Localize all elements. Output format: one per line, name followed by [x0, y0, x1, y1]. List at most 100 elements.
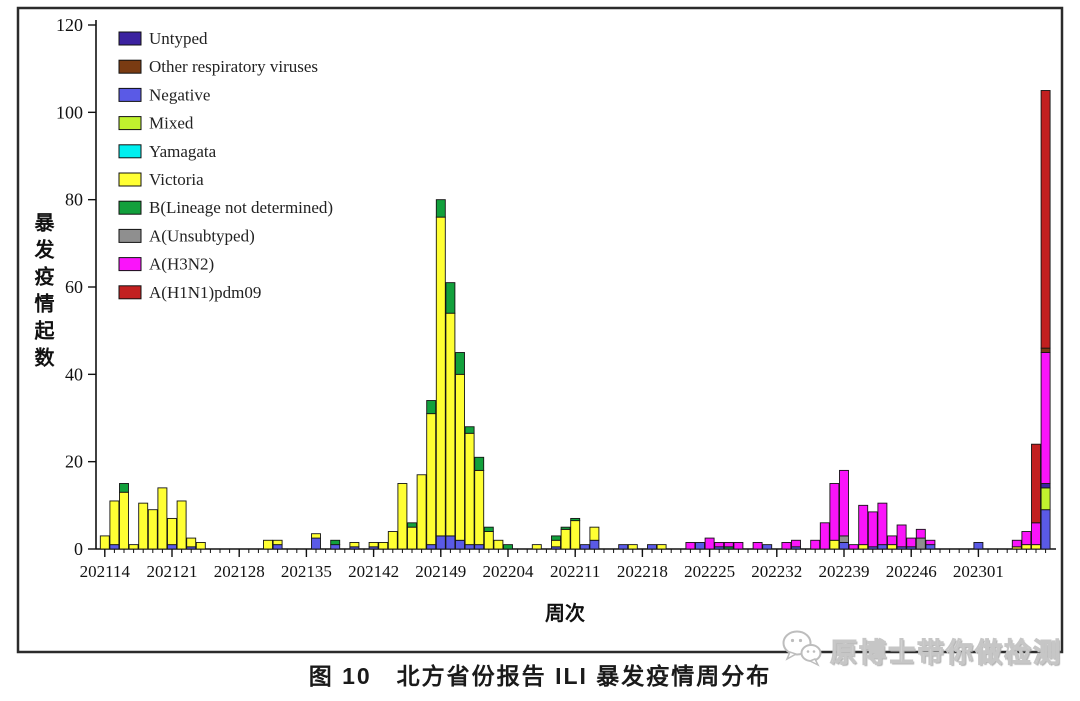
bar-segment-b_lineage-202138	[330, 539, 341, 546]
bar-segment-negative-202213	[589, 539, 600, 550]
x-tick-label: 202114	[80, 562, 131, 581]
y-axis-title: 暴发疫情起数	[31, 212, 53, 374]
legend-label-b_lineage: B(Lineage not determined)	[149, 198, 333, 217]
bar-segment-h3n2-202239	[839, 469, 849, 537]
bar-segment-negative-202301	[973, 542, 984, 550]
bar-segment-victoria-202210	[560, 528, 571, 550]
bar-segment-negative-202136	[311, 537, 321, 550]
legend-label-h1n1pdm09: A(H1N1)pdm09	[149, 283, 261, 302]
bar-segment-h3n2-202228	[733, 542, 744, 550]
bar-segment-victoria-202220	[656, 544, 667, 550]
bar-segment-b_lineage-202151	[455, 352, 465, 375]
legend-label-victoria: Victoria	[149, 170, 204, 189]
bar-segment-victoria-202244	[887, 544, 897, 550]
y-tick-label: 80	[65, 190, 83, 210]
y-tick-label: 0	[74, 539, 83, 559]
bar-segment-b_lineage-202149	[435, 199, 446, 218]
bar-segment-victoria-202201	[474, 469, 485, 546]
bar-segment-h3n2-202243	[877, 502, 888, 546]
x-tick-label: 202301	[953, 562, 1004, 581]
y-tick-label: 60	[65, 277, 83, 297]
bar-segment-victoria-202147	[416, 474, 427, 550]
bar-segment-victoria-202213	[589, 526, 600, 541]
legend-swatch-untyped	[118, 31, 142, 46]
watermark: 原博士带你做检测	[781, 629, 1062, 672]
bar-segment-negative-202201	[474, 544, 485, 550]
bar-segment-h3n2-202226	[714, 542, 725, 548]
bar-segment-h3n2-202230	[752, 542, 763, 550]
y-tick-label: 40	[65, 364, 83, 384]
bar-segment-b_lineage-202116	[119, 483, 129, 493]
bar-segment-h1n1pdm09-202307	[1031, 443, 1041, 524]
bar-segment-b_lineage-202202	[483, 526, 494, 532]
x-tick-label: 202218	[617, 562, 668, 581]
wechat-icon	[781, 629, 823, 672]
x-tick-label: 202135	[281, 562, 332, 581]
bar-segment-h3n2-202236	[810, 539, 821, 550]
x-tick-label: 202128	[214, 562, 265, 581]
legend-label-h3n2: A(H3N2)	[149, 255, 214, 274]
bar-segment-b_lineage-202209	[551, 535, 561, 541]
bar-segment-h3n2-202308	[1040, 352, 1051, 484]
bar-segment-victoria-202115	[109, 500, 120, 546]
bar-segment-victoria-202122	[176, 500, 187, 550]
bar-segment-victoria-202118	[138, 502, 149, 550]
bar-segment-victoria-202121	[167, 517, 177, 546]
bar-segment-victoria-202144	[387, 531, 398, 550]
legend-label-negative: Negative	[149, 85, 210, 104]
ili-weekly-outbreak-chart: 0 20 40 60 80 100 120 202114 202121 202128 202135 2…	[16, 6, 1064, 654]
legend-label-untyped: Untyped	[149, 29, 208, 48]
bar-segment-other-202308	[1040, 347, 1051, 353]
bar-segment-b_lineage-202152	[464, 426, 475, 434]
bar-segment-negative-202152	[464, 544, 475, 550]
bar-segment-victoria-202146	[407, 526, 417, 550]
bar-segment-h3n2-202225	[704, 537, 715, 550]
legend-label-yamagata: Yamagata	[149, 142, 217, 161]
x-tick-label: 202142	[348, 562, 399, 581]
bar-segment-h3n2-202247	[915, 528, 926, 539]
x-tick-label: 202232	[751, 562, 802, 581]
bar-segment-b_lineage-202150	[445, 282, 456, 314]
bar-segment-h3n2-202305	[1011, 539, 1022, 548]
bar-segment-negative-202121	[167, 544, 177, 550]
bar-segment-negative-202239	[839, 542, 849, 550]
bar-segment-h3n2-202227	[723, 542, 734, 548]
bar-segment-victoria-202152	[464, 432, 475, 546]
bar-segment-negative-202231	[762, 544, 773, 550]
bar-segment-negative-202148	[426, 544, 437, 550]
bar-segment-h3n2-202241	[858, 504, 869, 546]
legend-swatch-other	[118, 59, 142, 74]
bar-segment-h3n2-202306	[1021, 531, 1032, 546]
figure-border	[16, 6, 1064, 654]
bar-segment-h3n2-202237	[819, 522, 830, 550]
bar-segment-unsubtyped-202247	[915, 537, 926, 550]
bar-segment-b_lineage-202204	[503, 544, 513, 550]
bar-segment-victoria-202143	[378, 542, 389, 550]
bar-segment-h3n2-202223	[685, 542, 696, 550]
x-tick-label: 202121	[147, 562, 198, 581]
bar-segment-victoria-202149	[435, 216, 446, 537]
bar-segment-victoria-202148	[426, 413, 437, 546]
bar-segment-untyped-202308	[1040, 483, 1051, 489]
bar-segment-victoria-202203	[493, 539, 504, 550]
legend-swatch-mixed	[118, 116, 142, 131]
bar-segment-negative-202115	[109, 544, 120, 550]
bar-segment-victoria-202307	[1031, 544, 1041, 550]
legend-swatch-h3n2	[118, 257, 142, 272]
bar-segment-h3n2-202246	[906, 537, 917, 548]
bar-segment-negative-202308	[1040, 509, 1051, 550]
bar-segment-h3n2-202234	[791, 539, 801, 548]
legend-swatch-negative	[118, 87, 142, 102]
bar-segment-mixed-202308	[1040, 487, 1051, 511]
y-tick-label: 20	[65, 452, 83, 472]
bar-segment-b_lineage-202146	[407, 522, 417, 528]
bar-segment-b_lineage-202210	[560, 526, 571, 530]
watermark-text: 原博士带你做检测	[830, 638, 1062, 669]
bar-segment-victoria-202117	[128, 544, 139, 550]
bar-segment-victoria-202142	[368, 542, 379, 548]
bar-segment-h3n2-202244	[887, 535, 897, 546]
legend-swatch-victoria	[118, 172, 142, 187]
bar-segment-unsubtyped-202239	[839, 535, 849, 543]
bar-segment-h3n2-202242	[867, 511, 878, 548]
